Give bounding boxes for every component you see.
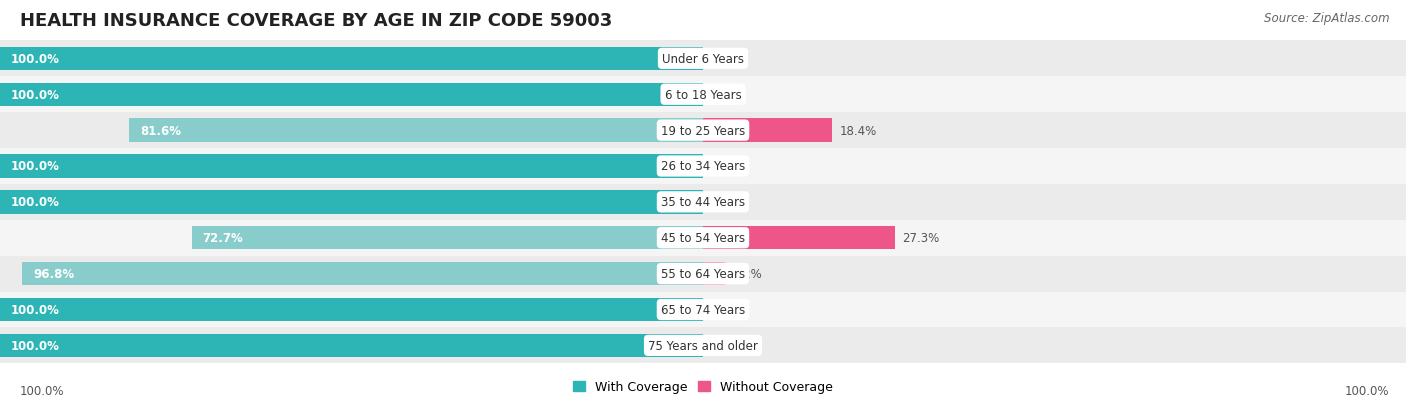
Text: 0.0%: 0.0%	[713, 160, 744, 173]
Text: Under 6 Years: Under 6 Years	[662, 53, 744, 66]
Text: 0.0%: 0.0%	[713, 53, 744, 66]
Text: 100.0%: 100.0%	[10, 88, 59, 102]
Text: 0.0%: 0.0%	[713, 88, 744, 102]
Bar	[0, 149, 1406, 185]
Text: 100.0%: 100.0%	[10, 53, 59, 66]
Bar	[703, 226, 896, 250]
Text: 100.0%: 100.0%	[10, 339, 59, 352]
Text: 27.3%: 27.3%	[903, 232, 939, 244]
Text: 100.0%: 100.0%	[10, 196, 59, 209]
Bar	[0, 328, 1406, 363]
Text: 19 to 25 Years: 19 to 25 Years	[661, 124, 745, 137]
Bar	[0, 113, 1406, 149]
Bar	[703, 119, 832, 142]
Text: 96.8%: 96.8%	[32, 268, 75, 280]
Bar	[0, 334, 703, 357]
Text: 0.0%: 0.0%	[713, 196, 744, 209]
Bar	[191, 226, 703, 250]
Bar	[0, 185, 1406, 220]
Bar	[0, 77, 1406, 113]
Bar	[129, 119, 703, 142]
Text: 35 to 44 Years: 35 to 44 Years	[661, 196, 745, 209]
Text: 81.6%: 81.6%	[141, 124, 181, 137]
Bar	[0, 191, 703, 214]
Bar	[703, 262, 725, 286]
Text: 55 to 64 Years: 55 to 64 Years	[661, 268, 745, 280]
Text: 45 to 54 Years: 45 to 54 Years	[661, 232, 745, 244]
Bar	[22, 262, 703, 286]
Bar	[0, 47, 703, 71]
Text: 72.7%: 72.7%	[202, 232, 243, 244]
Text: 0.0%: 0.0%	[713, 339, 744, 352]
Text: 100.0%: 100.0%	[10, 303, 59, 316]
Legend: With Coverage, Without Coverage: With Coverage, Without Coverage	[568, 375, 838, 399]
Text: 18.4%: 18.4%	[839, 124, 876, 137]
Bar	[0, 220, 1406, 256]
Text: 3.2%: 3.2%	[733, 268, 762, 280]
Text: 65 to 74 Years: 65 to 74 Years	[661, 303, 745, 316]
Text: 0.0%: 0.0%	[713, 303, 744, 316]
Bar	[0, 155, 703, 178]
Bar	[0, 292, 1406, 328]
Bar	[0, 298, 703, 321]
Bar	[0, 41, 1406, 77]
Text: 26 to 34 Years: 26 to 34 Years	[661, 160, 745, 173]
Text: 100.0%: 100.0%	[1344, 384, 1389, 397]
Bar	[0, 256, 1406, 292]
Text: 6 to 18 Years: 6 to 18 Years	[665, 88, 741, 102]
Text: HEALTH INSURANCE COVERAGE BY AGE IN ZIP CODE 59003: HEALTH INSURANCE COVERAGE BY AGE IN ZIP …	[20, 12, 612, 30]
Text: Source: ZipAtlas.com: Source: ZipAtlas.com	[1264, 12, 1389, 25]
Bar	[0, 83, 703, 107]
Text: 100.0%: 100.0%	[20, 384, 65, 397]
Text: 75 Years and older: 75 Years and older	[648, 339, 758, 352]
Text: 100.0%: 100.0%	[10, 160, 59, 173]
